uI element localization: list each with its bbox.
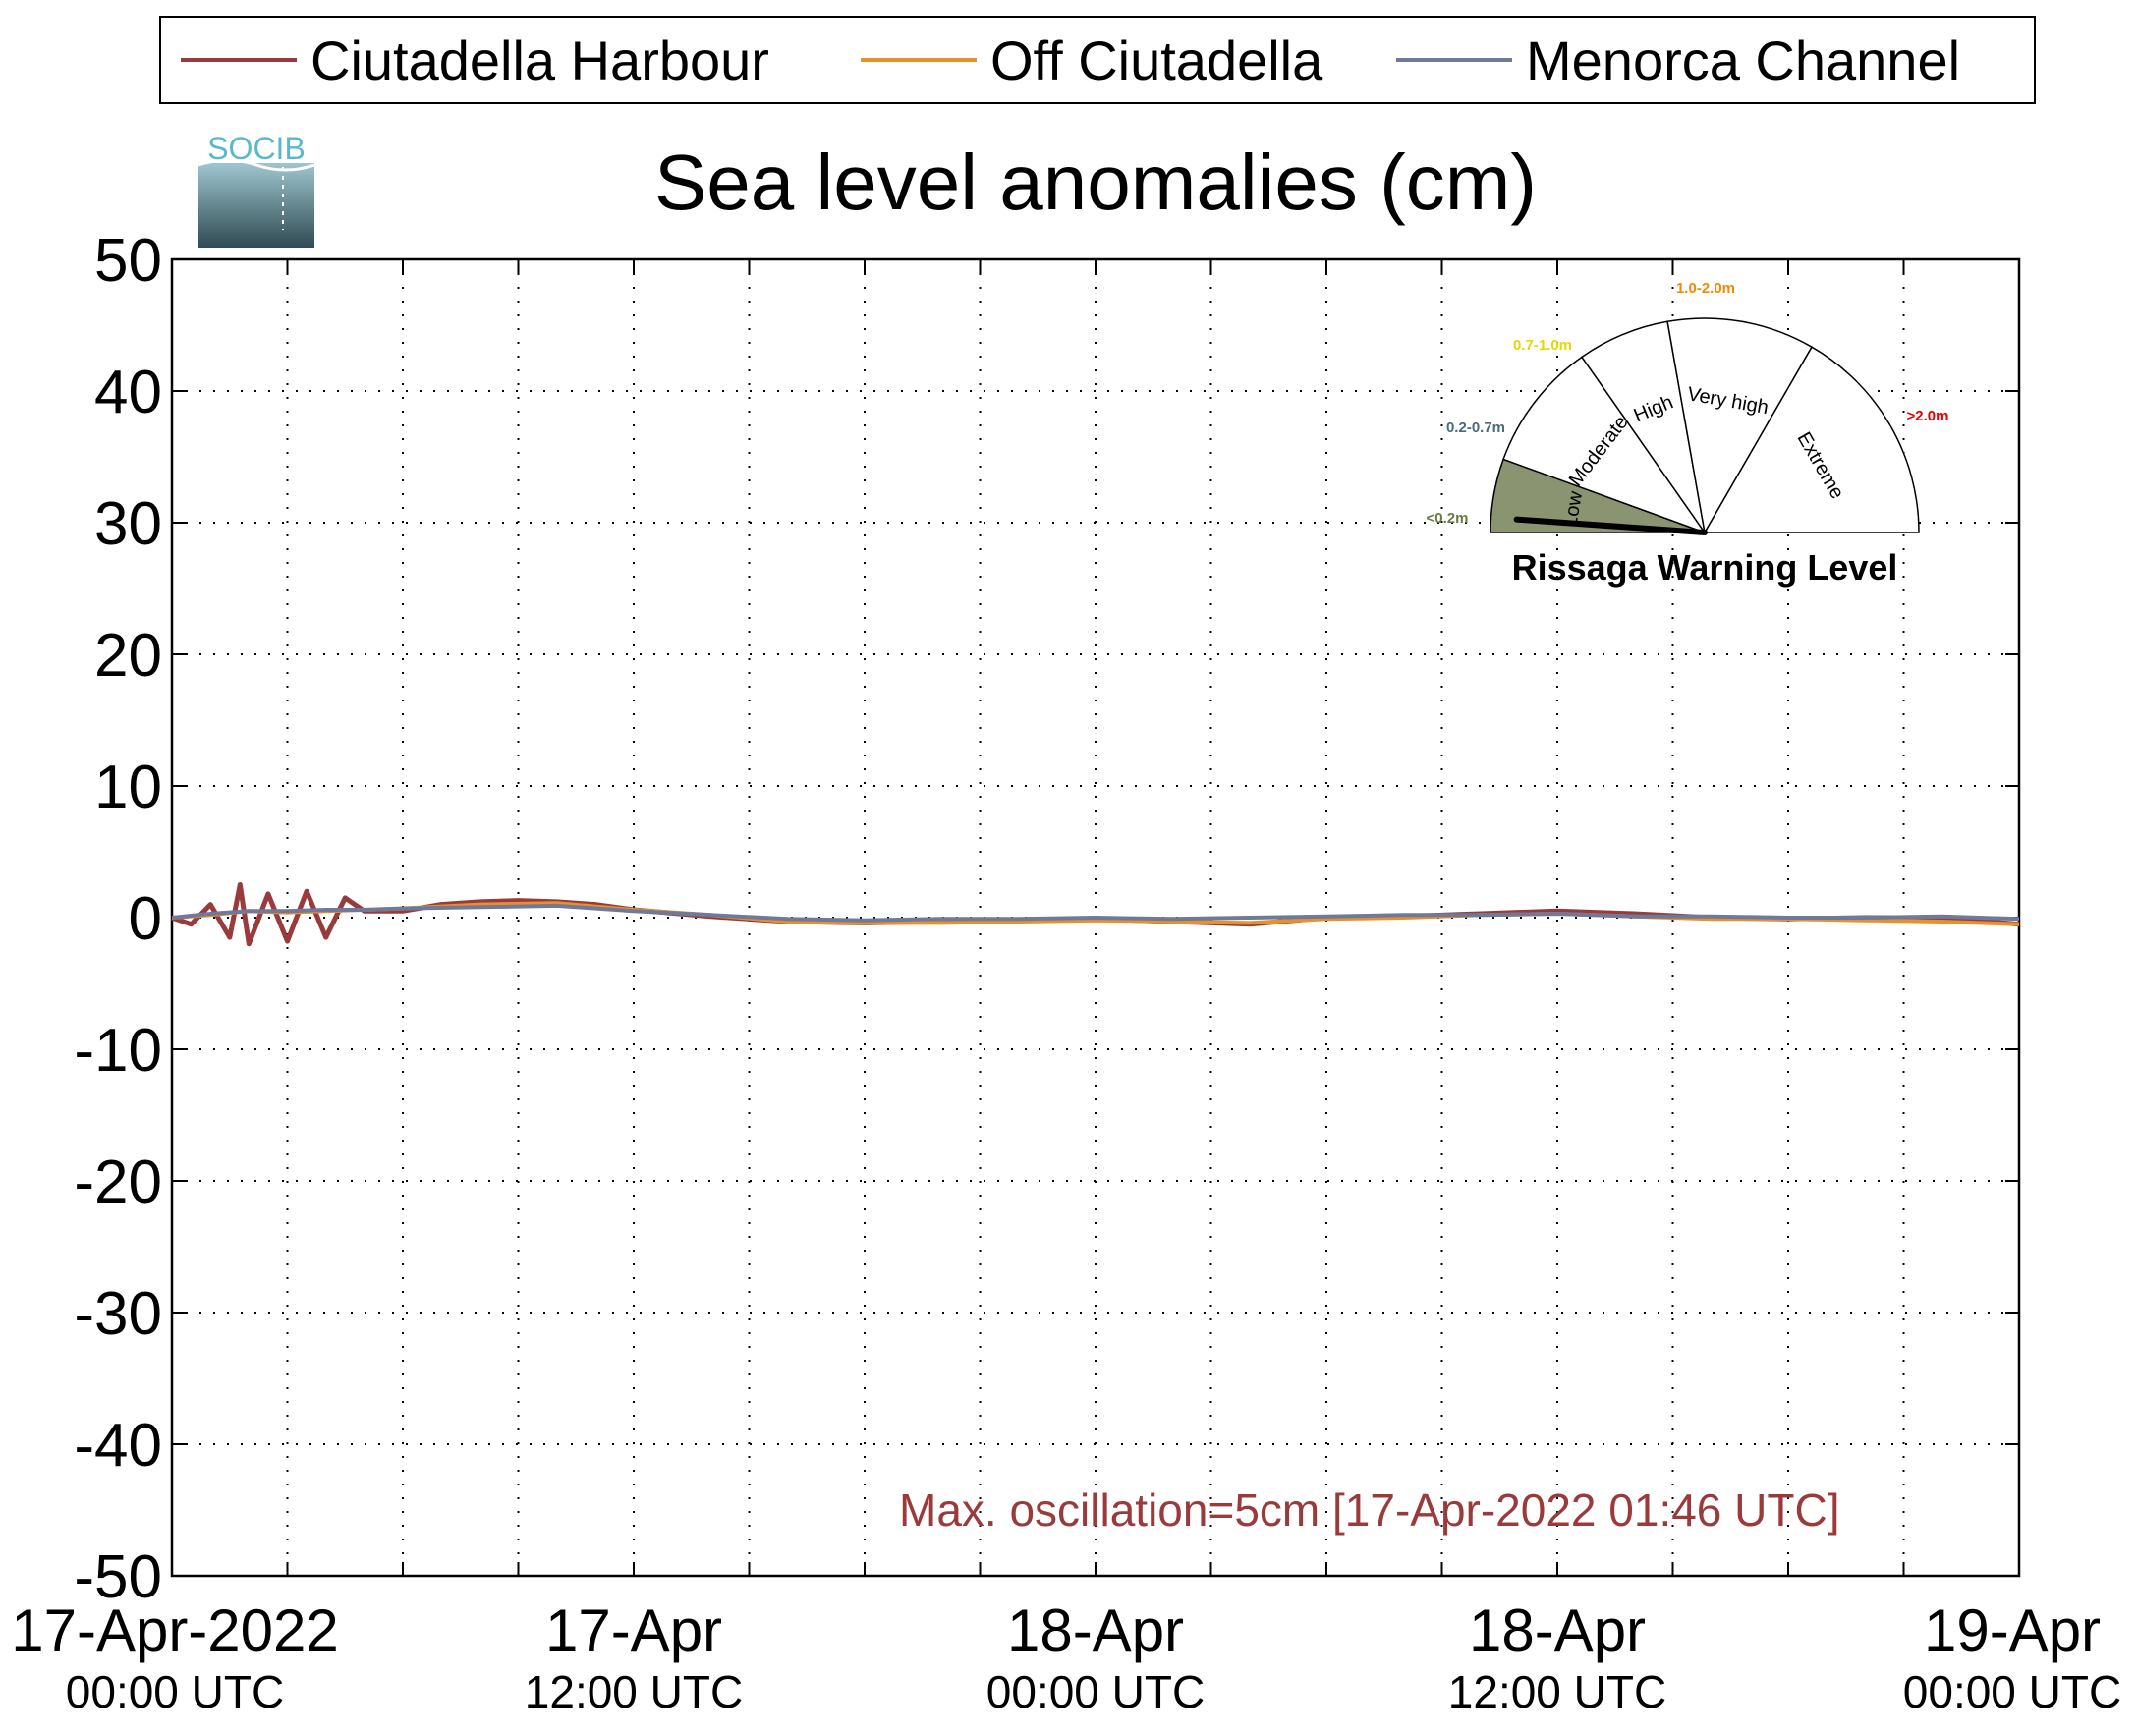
max-oscillation-note: Max. oscillation=5cm [17-Apr-2022 01:46 … <box>899 1484 1840 1536</box>
gauge-range-label: 0.7-1.0m <box>1513 337 1572 354</box>
gauge-range-label: 1.0-2.0m <box>1676 280 1735 297</box>
chart-title: Sea level anomalies (cm) <box>653 139 1538 226</box>
y-tick-label: 20 <box>94 622 162 690</box>
gauge-sector <box>1502 356 1707 534</box>
y-tick-label: -20 <box>74 1148 162 1216</box>
legend-item-ciutadella-harbour: Ciutadella Harbour <box>181 26 769 94</box>
y-tick-label: -40 <box>74 1412 162 1480</box>
legend-label: Menorca Channel <box>1526 28 1961 91</box>
x-tick-label: 17-Apr <box>545 1597 722 1663</box>
y-tick-label: -50 <box>74 1543 162 1611</box>
gauge-range-label: <0.2m <box>1427 510 1469 527</box>
legend-label: Off Ciutadella <box>990 28 1323 91</box>
legend-swatch <box>1396 58 1512 62</box>
x-tick-label: 18-Apr <box>1469 1597 1646 1663</box>
legend-item-off-ciutadella: Off Ciutadella <box>861 26 1322 94</box>
y-tick-label: 40 <box>94 359 162 426</box>
legend: Ciutadella Harbour Off Ciutadella Menorc… <box>159 16 2036 104</box>
gauge-range-label: 0.2-0.7m <box>1446 420 1505 436</box>
y-tick-label: 30 <box>94 490 162 558</box>
y-tick-label: -10 <box>74 1017 162 1085</box>
x-tick-sublabel: 12:00 UTC <box>1448 1666 1666 1717</box>
x-tick-sublabel: 12:00 UTC <box>525 1666 743 1717</box>
axis-ticks: 50403020100-10-20-30-40-5017-Apr-202200:… <box>11 227 2121 1717</box>
y-tick-label: 0 <box>129 885 162 953</box>
svg-text:SOCIB: SOCIB <box>207 132 306 166</box>
x-tick-sublabel: 00:00 UTC <box>66 1666 284 1717</box>
data-series <box>171 882 2020 947</box>
gauge-needle <box>1513 516 1708 535</box>
x-tick-sublabel: 00:00 UTC <box>986 1666 1205 1717</box>
legend-swatch <box>181 58 297 62</box>
y-tick-label: -30 <box>74 1280 162 1348</box>
y-tick-label: 10 <box>94 754 162 821</box>
series-line <box>171 903 2020 923</box>
gauge-sector <box>1666 317 1814 535</box>
x-tick-sublabel: 00:00 UTC <box>1903 1666 2121 1717</box>
x-tick-label: 19-Apr <box>1924 1597 2101 1663</box>
x-tick-label: 17-Apr-2022 <box>11 1597 339 1663</box>
gauge-title: Rissaga Warning Level <box>1512 547 1898 588</box>
legend-item-menorca-channel: Menorca Channel <box>1396 26 1960 94</box>
gauge-range-label: >2.0m <box>1907 408 1949 424</box>
socib-logo: SOCIB <box>197 131 315 248</box>
legend-swatch <box>861 58 977 62</box>
legend-label: Ciutadella Harbour <box>310 28 769 91</box>
x-tick-label: 18-Apr <box>1007 1597 1184 1663</box>
gauge-sector <box>1703 346 1920 533</box>
y-tick-label: 50 <box>94 227 162 295</box>
